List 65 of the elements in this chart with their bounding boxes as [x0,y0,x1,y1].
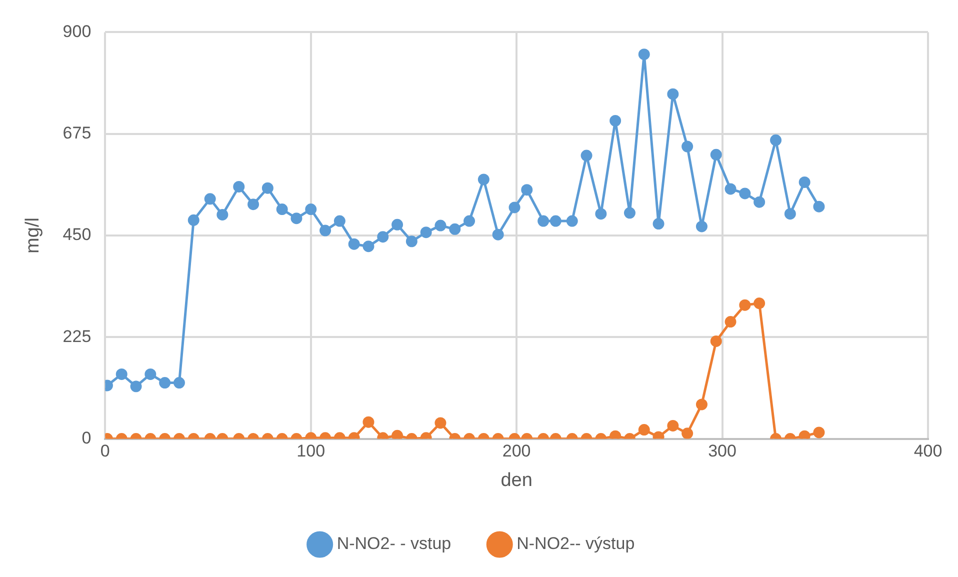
point [305,204,317,216]
point [406,236,418,248]
y-tick-label: 0 [82,428,92,448]
point [420,226,432,238]
point [216,208,228,220]
x-tick-label: 400 [914,442,942,461]
point [682,140,694,152]
point [624,207,636,219]
point [334,215,346,227]
point [784,208,796,220]
point [754,298,766,310]
y-tick-label: 450 [62,225,92,244]
point [290,212,302,224]
point [754,196,766,208]
point [813,200,825,212]
point [595,208,607,220]
point [434,220,446,232]
legend-label: N-NO2-- výstup [516,534,635,554]
point [392,430,404,439]
point [233,180,245,192]
point [580,150,592,162]
x-tick-label: 300 [708,442,736,461]
y-tick-label: 225 [62,326,92,346]
point [521,184,533,196]
point [667,88,679,100]
point [770,134,782,146]
point [724,316,736,328]
point [739,188,751,200]
point [538,215,550,227]
point [710,148,722,160]
point [798,430,810,439]
point [492,228,504,240]
point [550,215,562,227]
point [652,218,664,230]
point [449,223,461,235]
point [348,238,360,250]
point [204,193,216,205]
point [638,48,650,60]
y-tick-label: 675 [62,124,92,143]
point [188,214,200,226]
point [248,198,260,210]
x-tick-label: 100 [296,442,326,461]
y-axis-title: mg/l [22,218,44,254]
point [392,218,404,230]
point [464,215,476,227]
legend-label: N-NO2- - vstup [336,534,452,554]
point [320,224,332,236]
point [478,174,490,186]
point [276,204,288,216]
point [377,231,389,243]
point [610,115,622,126]
point [696,220,708,232]
x-tick-label: 200 [502,442,531,461]
y-tick-label: 900 [62,22,92,41]
x-axis-title: den [500,470,532,491]
x-tick-label: 0 [100,442,110,461]
point [798,176,810,188]
point [724,183,736,195]
point [710,335,722,347]
point [739,299,751,311]
point [362,240,374,252]
point [508,202,520,214]
point [610,430,622,439]
point [566,215,578,227]
point [262,182,274,194]
